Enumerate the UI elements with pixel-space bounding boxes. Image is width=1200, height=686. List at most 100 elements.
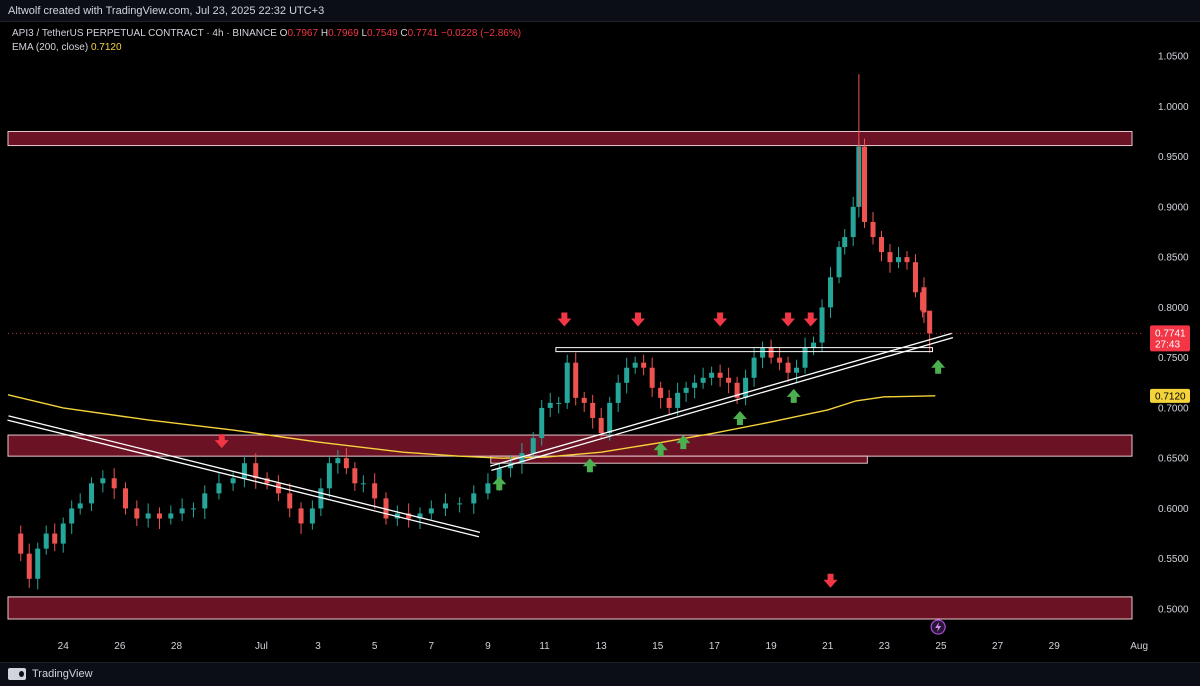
y-tick-label: 1.0500 bbox=[1158, 52, 1189, 63]
candle-body bbox=[216, 483, 222, 494]
candle-body bbox=[666, 397, 672, 408]
candle-body bbox=[43, 533, 49, 549]
candle-body bbox=[77, 503, 83, 509]
candle-body bbox=[904, 257, 910, 263]
close-value: 0.7741 bbox=[407, 28, 439, 39]
x-tick-label: 21 bbox=[822, 641, 834, 652]
time-axis[interactable]: 24 26 28 Jul 3 5 7 9 11 13 15 17 19 21 23 25 27 29 Aug bbox=[58, 641, 1148, 652]
ema-label[interactable]: EMA (200, close) bbox=[12, 42, 89, 53]
tradingview-logo[interactable]: TradingView bbox=[8, 668, 93, 680]
arrow-down-icon bbox=[781, 312, 796, 327]
candle-body bbox=[768, 347, 774, 358]
arrow-down-icon bbox=[823, 573, 838, 588]
candle-body bbox=[471, 493, 477, 504]
open-label: O bbox=[279, 28, 288, 39]
candle-body bbox=[253, 463, 259, 479]
candle-body bbox=[692, 382, 698, 388]
candle-body bbox=[920, 292, 926, 311]
candle-body bbox=[895, 257, 901, 263]
tradingview-logo-icon bbox=[8, 668, 26, 680]
candle-body bbox=[850, 206, 856, 238]
candle-body bbox=[134, 508, 140, 519]
candle-body bbox=[230, 478, 236, 484]
y-tick-label: 1.0000 bbox=[1158, 102, 1189, 113]
candle-body bbox=[508, 463, 514, 469]
x-tick-label: 17 bbox=[709, 641, 721, 652]
descending-trendline bbox=[8, 415, 481, 534]
arrow-down-icon bbox=[803, 312, 818, 327]
chart-footer: TradingView bbox=[0, 662, 1200, 686]
x-tick-label: 23 bbox=[879, 641, 891, 652]
low-label: L bbox=[361, 28, 367, 39]
candle-body bbox=[598, 417, 604, 434]
candle-body bbox=[632, 362, 638, 368]
ascending-trendline bbox=[489, 332, 952, 467]
x-tick-label: 29 bbox=[1049, 641, 1061, 652]
candle-body bbox=[607, 402, 613, 434]
candle-body bbox=[547, 402, 553, 408]
candle-body bbox=[275, 483, 281, 494]
candle-body bbox=[145, 513, 151, 519]
candle-body bbox=[335, 458, 341, 464]
arrow-down-icon bbox=[214, 434, 229, 449]
arrow-up-icon bbox=[732, 410, 747, 425]
candle-body bbox=[179, 508, 185, 514]
candle-body bbox=[287, 493, 293, 509]
candle-body bbox=[658, 387, 664, 398]
x-tick-label: 26 bbox=[114, 641, 126, 652]
ema-row[interactable]: EMA (200, close) 0.7120 bbox=[12, 41, 521, 55]
candle-body bbox=[383, 498, 389, 519]
candle-body bbox=[156, 513, 162, 519]
symbol-name[interactable]: API3 / TetherUS PERPETUAL CONTRACT · 4h … bbox=[12, 28, 277, 39]
candle-body bbox=[700, 377, 706, 383]
candle-body bbox=[743, 377, 749, 398]
candle-body bbox=[641, 362, 647, 368]
x-tick-label: 9 bbox=[485, 641, 491, 652]
arrow-up-icon bbox=[786, 388, 801, 403]
candle-body bbox=[836, 247, 842, 278]
y-tick-label: 0.5500 bbox=[1158, 554, 1189, 565]
candle-body bbox=[777, 357, 783, 363]
y-tick-label: 0.6000 bbox=[1158, 504, 1189, 515]
candle-body bbox=[811, 342, 817, 348]
candle-body bbox=[417, 513, 423, 519]
candle-body bbox=[519, 453, 525, 464]
x-tick-label: 3 bbox=[315, 641, 321, 652]
candle-body bbox=[442, 503, 448, 509]
symbol-row[interactable]: API3 / TetherUS PERPETUAL CONTRACT · 4h … bbox=[12, 27, 521, 41]
candle-body bbox=[615, 382, 621, 403]
candle-body bbox=[879, 237, 885, 253]
x-tick-label: 19 bbox=[766, 641, 778, 652]
arrow-down-icon bbox=[557, 312, 572, 327]
chart-header: Altwolf created with TradingView.com, Ju… bbox=[0, 0, 1200, 22]
candle-body bbox=[52, 533, 58, 544]
candle-body bbox=[581, 397, 587, 403]
candle-body bbox=[89, 483, 95, 504]
current-price-badge bbox=[1150, 325, 1190, 352]
candle-body bbox=[760, 347, 766, 358]
candle-body bbox=[123, 488, 129, 509]
price-chart[interactable]: 0.5000 0.5500 0.6000 0.6500 0.7000 0.7500 0.80… bbox=[0, 22, 1200, 662]
candle-body bbox=[539, 407, 545, 439]
candle-body bbox=[26, 553, 32, 579]
resistance-box bbox=[555, 347, 933, 353]
ema-200-line bbox=[7, 394, 936, 459]
ema-line-group bbox=[7, 394, 936, 459]
countdown-label: 27:43 bbox=[1155, 339, 1180, 350]
x-tick-label: Aug bbox=[1130, 641, 1148, 652]
candle-body bbox=[794, 367, 800, 373]
x-tick-label: 28 bbox=[171, 641, 183, 652]
y-tick-label: 0.8500 bbox=[1158, 253, 1189, 264]
price-axis[interactable]: 0.5000 0.5500 0.6000 0.6500 0.7000 0.7500 0.80… bbox=[1158, 52, 1189, 616]
candle-body bbox=[842, 237, 848, 248]
ema-price-label: 0.7120 bbox=[1155, 391, 1186, 402]
low-value: 0.7549 bbox=[367, 28, 398, 39]
high-label: H bbox=[320, 28, 329, 39]
candle-body bbox=[18, 533, 24, 554]
candle-body bbox=[675, 392, 681, 408]
candle-body bbox=[372, 483, 378, 499]
candle-body bbox=[862, 146, 868, 222]
candle-body bbox=[590, 402, 596, 418]
arrow-down-icon bbox=[713, 312, 728, 327]
chart-attribution: Altwolf created with TradingView.com, Ju… bbox=[8, 5, 325, 17]
